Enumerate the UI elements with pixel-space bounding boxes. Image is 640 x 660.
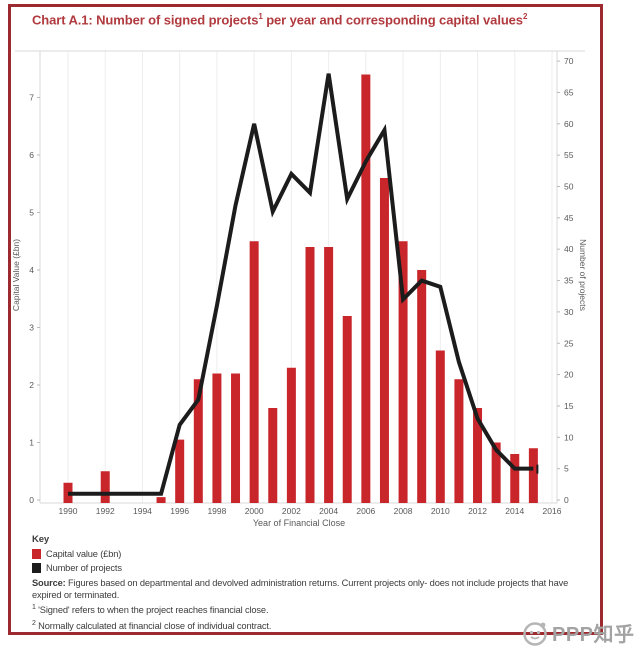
- watermark: PPP知乎: [521, 618, 635, 647]
- svg-text:60: 60: [564, 119, 574, 129]
- svg-text:2004: 2004: [319, 506, 338, 516]
- svg-text:30: 30: [564, 307, 574, 317]
- bar-1999: [231, 373, 241, 503]
- bar-2006: [361, 74, 371, 503]
- svg-text:20: 20: [564, 370, 574, 380]
- legend-number-of-projects-label: Number of projects: [46, 563, 122, 573]
- bar-2012: [473, 408, 483, 503]
- footnote-1-marker: 1: [32, 604, 36, 611]
- svg-text:1998: 1998: [207, 506, 226, 516]
- chart-title-text-2: per year and corresponding capital value…: [262, 12, 523, 28]
- svg-text:40: 40: [564, 244, 574, 254]
- right-axis-title: Number of projects: [578, 239, 588, 311]
- svg-text:0: 0: [29, 495, 34, 505]
- svg-text:1990: 1990: [59, 506, 78, 516]
- x-axis-labels: 1990 1992 1994 1996 1998 2000 2002 2004 2006 2008…: [59, 506, 562, 516]
- bar-2014: [510, 454, 520, 503]
- svg-text:45: 45: [564, 213, 574, 223]
- svg-text:2006: 2006: [356, 506, 375, 516]
- svg-text:4: 4: [29, 265, 34, 275]
- plot-frame: [15, 50, 585, 504]
- bar-2009: [417, 270, 427, 503]
- svg-text:35: 35: [564, 276, 574, 286]
- bar-2000: [249, 241, 259, 503]
- bar-2007: [379, 178, 389, 503]
- watermark-text: PPP知乎: [552, 624, 635, 646]
- footnote-2: 2 Normally calculated at financial close…: [32, 618, 598, 633]
- svg-text:0: 0: [564, 495, 569, 505]
- bar-2003: [305, 247, 315, 503]
- legend-capital-value-label: Capital value (£bn): [46, 549, 122, 559]
- svg-text:25: 25: [564, 338, 574, 348]
- chart-title-text: Chart A.1: Number of signed projects: [32, 12, 259, 28]
- chart-title-footnote1-marker: 1: [258, 12, 263, 21]
- source-prefix: Source:: [32, 578, 66, 588]
- svg-text:2012: 2012: [468, 506, 487, 516]
- svg-text:50: 50: [564, 182, 574, 192]
- capital-value-bars: [63, 74, 538, 503]
- chart-title: Chart A.1: Number of signed projects1 pe…: [32, 12, 592, 27]
- svg-text:2014: 2014: [505, 506, 524, 516]
- chart: 0 1 2 3 4 5 6 7 0 5 10 15 20 25 30 35 40 45 50 55 60 65 70 1990…: [10, 45, 595, 529]
- svg-text:55: 55: [564, 150, 574, 160]
- key-label: Key: [32, 534, 49, 545]
- chart-svg: 0123456705101520253035404550556065701990…: [11, 50, 588, 528]
- svg-text:10: 10: [564, 432, 574, 442]
- footnote-2-text: Normally calculated at financial close o…: [35, 620, 272, 631]
- svg-text:5: 5: [564, 464, 569, 474]
- bar-1998: [212, 373, 222, 503]
- svg-text:3: 3: [29, 323, 34, 333]
- svg-text:65: 65: [564, 87, 574, 97]
- number-of-projects-swatch-icon: [32, 563, 41, 573]
- bar-2010: [435, 350, 445, 503]
- svg-text:1: 1: [29, 438, 34, 448]
- legend-item-number-of-projects: Number of projects: [32, 561, 598, 575]
- svg-text:1994: 1994: [133, 506, 152, 516]
- left-axis-labels: 0 1 2 3 4 5 6 7: [29, 93, 40, 505]
- bar-2002: [286, 367, 296, 503]
- capital-value-swatch-icon: [32, 549, 41, 559]
- watermark-logo-icon: [523, 621, 547, 646]
- left-axis-title: Capital Value (£bn): [11, 239, 21, 311]
- x-axis-title: Year of Financial Close: [253, 518, 345, 528]
- footnote-1-text: 'Signed' refers to when the project reac…: [35, 605, 269, 616]
- right-axis-labels: 0 5 10 15 20 25 30 35 40 45 50 55 60 65 70: [557, 56, 574, 505]
- bar-2008: [398, 241, 408, 503]
- bar-2005: [342, 316, 352, 503]
- source-note: Source: Figures based on departmental an…: [32, 578, 598, 601]
- bar-2013: [491, 442, 501, 503]
- bar-1995: [156, 497, 166, 503]
- bar-2015: [528, 448, 538, 503]
- bar-1992: [100, 471, 110, 503]
- bar-2001: [268, 408, 278, 503]
- svg-text:70: 70: [564, 56, 574, 66]
- svg-text:2002: 2002: [282, 506, 301, 516]
- footnote-2-marker: 2: [32, 619, 36, 627]
- bar-2004: [324, 247, 334, 503]
- svg-text:1996: 1996: [170, 506, 189, 516]
- svg-text:7: 7: [29, 93, 34, 103]
- number-of-projects-line: [68, 73, 539, 496]
- svg-text:2010: 2010: [431, 506, 450, 516]
- svg-text:2: 2: [29, 380, 34, 390]
- svg-text:2008: 2008: [394, 506, 413, 516]
- svg-text:6: 6: [29, 150, 34, 160]
- svg-text:2000: 2000: [245, 506, 264, 516]
- bar-2011: [454, 379, 464, 503]
- chart-footer: Key Capital value (£bn) Number of projec…: [32, 534, 598, 632]
- svg-text:2016: 2016: [543, 506, 562, 516]
- legend-item-capital-value: Capital value (£bn): [32, 547, 598, 561]
- svg-text:5: 5: [29, 208, 34, 218]
- svg-text:15: 15: [564, 401, 574, 411]
- bar-1997: [193, 379, 203, 503]
- chart-title-footnote2-marker: 2: [522, 12, 528, 21]
- footnote-1: 1 'Signed' refers to when the project re…: [32, 602, 598, 617]
- svg-text:1992: 1992: [96, 506, 115, 516]
- source-text: Figures based on departmental and devolv…: [32, 578, 569, 600]
- bar-1996: [175, 439, 185, 503]
